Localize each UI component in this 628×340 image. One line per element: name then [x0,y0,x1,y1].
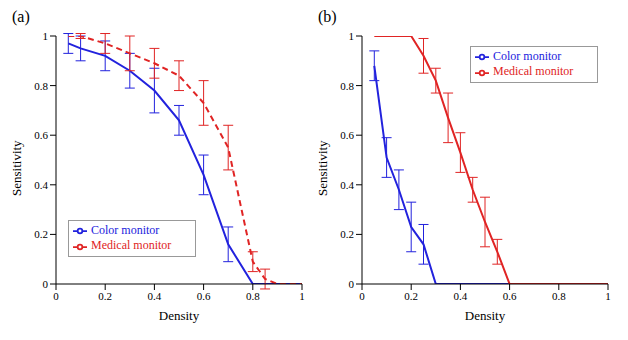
svg-text:0: 0 [349,278,355,290]
svg-text:Density: Density [465,308,506,323]
svg-text:0.6: 0.6 [197,290,211,302]
svg-text:0: 0 [43,278,49,290]
svg-text:0.4: 0.4 [148,290,162,302]
html-text:Color monitor: Color monitor [91,223,160,237]
svg-text:0: 0 [359,290,365,302]
html-text:(a): (a) [12,8,30,25]
svg-text:1: 1 [43,30,49,42]
svg-text:1: 1 [605,290,611,302]
svg-text:0.8: 0.8 [246,290,260,302]
svg-text:0.2: 0.2 [98,290,112,302]
svg-text:1: 1 [299,290,305,302]
svg-text:0.8: 0.8 [340,80,354,92]
svg-text:0.2: 0.2 [340,228,354,240]
svg-text:0.8: 0.8 [552,290,566,302]
svg-text:0.8: 0.8 [34,80,48,92]
svg-text:Sensitivity: Sensitivity [315,140,330,196]
svg-text:0.6: 0.6 [340,129,354,141]
svg-text:1: 1 [349,30,355,42]
svg-text:0.6: 0.6 [34,129,48,141]
svg-text:0.6: 0.6 [503,290,517,302]
svg-text:0.4: 0.4 [454,290,468,302]
svg-text:0: 0 [53,290,59,302]
svg-text:0.4: 0.4 [340,179,354,191]
svg-text:0.2: 0.2 [34,228,48,240]
svg-text:0.4: 0.4 [34,179,48,191]
html-text:Medical monitor: Medical monitor [493,64,574,79]
svg-text:Density: Density [159,308,200,323]
svg-text:0.2: 0.2 [404,290,418,302]
html-text:(b): (b) [318,8,337,25]
html-text:Medical monitor: Medical monitor [91,238,172,253]
svg-text:Sensitivity: Sensitivity [9,140,24,196]
html-text:Color monitor: Color monitor [493,49,562,63]
